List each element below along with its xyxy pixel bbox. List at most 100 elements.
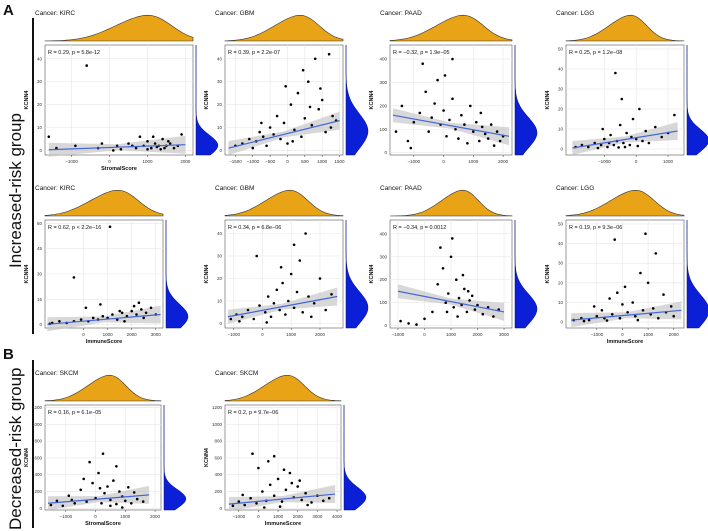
chart-panel-8: −1000 0 1000 2000 0 10 20 30 40 50 Cancer: LGG R = … xyxy=(545,185,708,345)
data-point xyxy=(47,135,51,138)
x-tick-label: −1000 xyxy=(590,332,603,337)
side-density xyxy=(165,220,189,329)
data-point xyxy=(167,140,170,143)
data-point xyxy=(409,146,413,150)
y-tick-label: 0 xyxy=(219,321,222,326)
data-point xyxy=(463,287,466,291)
data-point xyxy=(134,146,138,150)
data-point xyxy=(101,452,105,456)
data-point xyxy=(483,132,487,136)
x-tick-label: 2000 xyxy=(293,514,304,519)
data-point xyxy=(261,490,264,493)
data-point xyxy=(272,494,276,498)
y-tick-label: 30 xyxy=(37,272,43,277)
data-point xyxy=(103,491,106,495)
y-tick-label: 10 xyxy=(217,299,223,304)
data-point xyxy=(616,291,619,295)
data-point xyxy=(135,497,139,501)
data-point xyxy=(251,452,254,456)
y-tick-label: 20 xyxy=(558,107,564,112)
y-tick-label: 50 xyxy=(558,47,564,52)
data-point xyxy=(423,317,426,321)
data-point xyxy=(268,483,272,487)
chart-panel-3: −1000 0 1000 2000 0 100 200 300 400 Cancer: PAAD R… xyxy=(369,10,538,164)
data-point xyxy=(442,109,445,112)
data-point xyxy=(469,104,472,108)
top-density xyxy=(44,190,164,217)
data-point xyxy=(291,140,295,143)
data-point xyxy=(229,317,233,321)
data-point xyxy=(276,477,280,481)
data-point xyxy=(593,141,596,145)
data-point xyxy=(265,144,268,148)
data-point xyxy=(646,281,650,285)
y-tick-label: 30 xyxy=(217,254,223,259)
y-tick-label: 50 xyxy=(558,221,564,226)
data-point xyxy=(638,107,641,111)
data-point xyxy=(634,314,637,318)
y-tick-label: 0 xyxy=(384,323,387,328)
data-point xyxy=(672,314,675,318)
data-point xyxy=(443,74,447,77)
data-point xyxy=(622,141,625,145)
data-point xyxy=(115,144,119,148)
data-point xyxy=(127,486,130,489)
stat-annotation: R = −0.32, p = 1.9e−05 xyxy=(393,50,450,56)
chart-title: Cancer: LGG xyxy=(556,185,594,192)
data-point xyxy=(109,504,112,508)
stat-annotation: R = 0.39, p = 2.2e-07 xyxy=(228,50,280,56)
regression-line xyxy=(48,144,186,151)
data-point xyxy=(241,315,244,319)
data-point xyxy=(304,232,307,235)
data-point xyxy=(119,148,123,151)
data-point xyxy=(231,504,235,508)
side-density xyxy=(514,45,538,156)
data-point xyxy=(112,479,115,482)
data-point xyxy=(329,126,333,129)
x-tick-label: 0 xyxy=(286,159,289,164)
data-point xyxy=(475,120,478,124)
data-point xyxy=(431,310,434,314)
y-tick-label: 30 xyxy=(558,87,564,92)
data-point xyxy=(249,496,252,500)
data-point xyxy=(455,278,458,282)
data-point xyxy=(651,307,655,310)
data-point xyxy=(121,506,124,509)
y-axis-label: KCNN4 xyxy=(204,447,210,467)
data-point xyxy=(111,313,114,316)
data-point xyxy=(58,320,61,323)
data-point xyxy=(324,130,327,134)
x-tick-label: 1000 xyxy=(643,332,654,337)
data-point xyxy=(641,309,645,312)
data-point xyxy=(495,130,499,133)
data-point xyxy=(67,494,71,498)
data-point xyxy=(115,465,118,468)
y-tick-label: 100 xyxy=(379,127,387,132)
chart-panel-7: −1000 0 1000 2000 3000 0 100 200 300 400 Cancer: P… xyxy=(369,185,538,337)
y-tick-label: 20 xyxy=(217,276,223,281)
y-tick-label: 20 xyxy=(217,102,223,107)
data-point xyxy=(644,129,647,133)
x-tick-label: 0 xyxy=(442,159,445,164)
data-point xyxy=(99,303,102,306)
regression-line xyxy=(572,130,678,149)
side-density xyxy=(686,220,708,329)
data-point xyxy=(327,496,331,500)
y-tick-label: 400 xyxy=(379,231,387,236)
data-point xyxy=(246,308,250,312)
x-tick-label: 2000 xyxy=(669,332,680,337)
data-point xyxy=(286,142,289,145)
data-point xyxy=(412,120,416,124)
y-axis-label: KCNN4 xyxy=(24,264,30,284)
data-point xyxy=(130,502,133,505)
data-point xyxy=(433,102,436,105)
data-point xyxy=(621,303,624,306)
top-density xyxy=(565,190,685,217)
y-tick-label: 100 xyxy=(379,300,387,305)
data-point xyxy=(298,479,302,482)
data-point xyxy=(582,319,586,323)
data-point xyxy=(623,145,627,149)
data-point xyxy=(318,277,322,280)
data-point xyxy=(476,303,479,307)
top-density xyxy=(224,189,344,217)
